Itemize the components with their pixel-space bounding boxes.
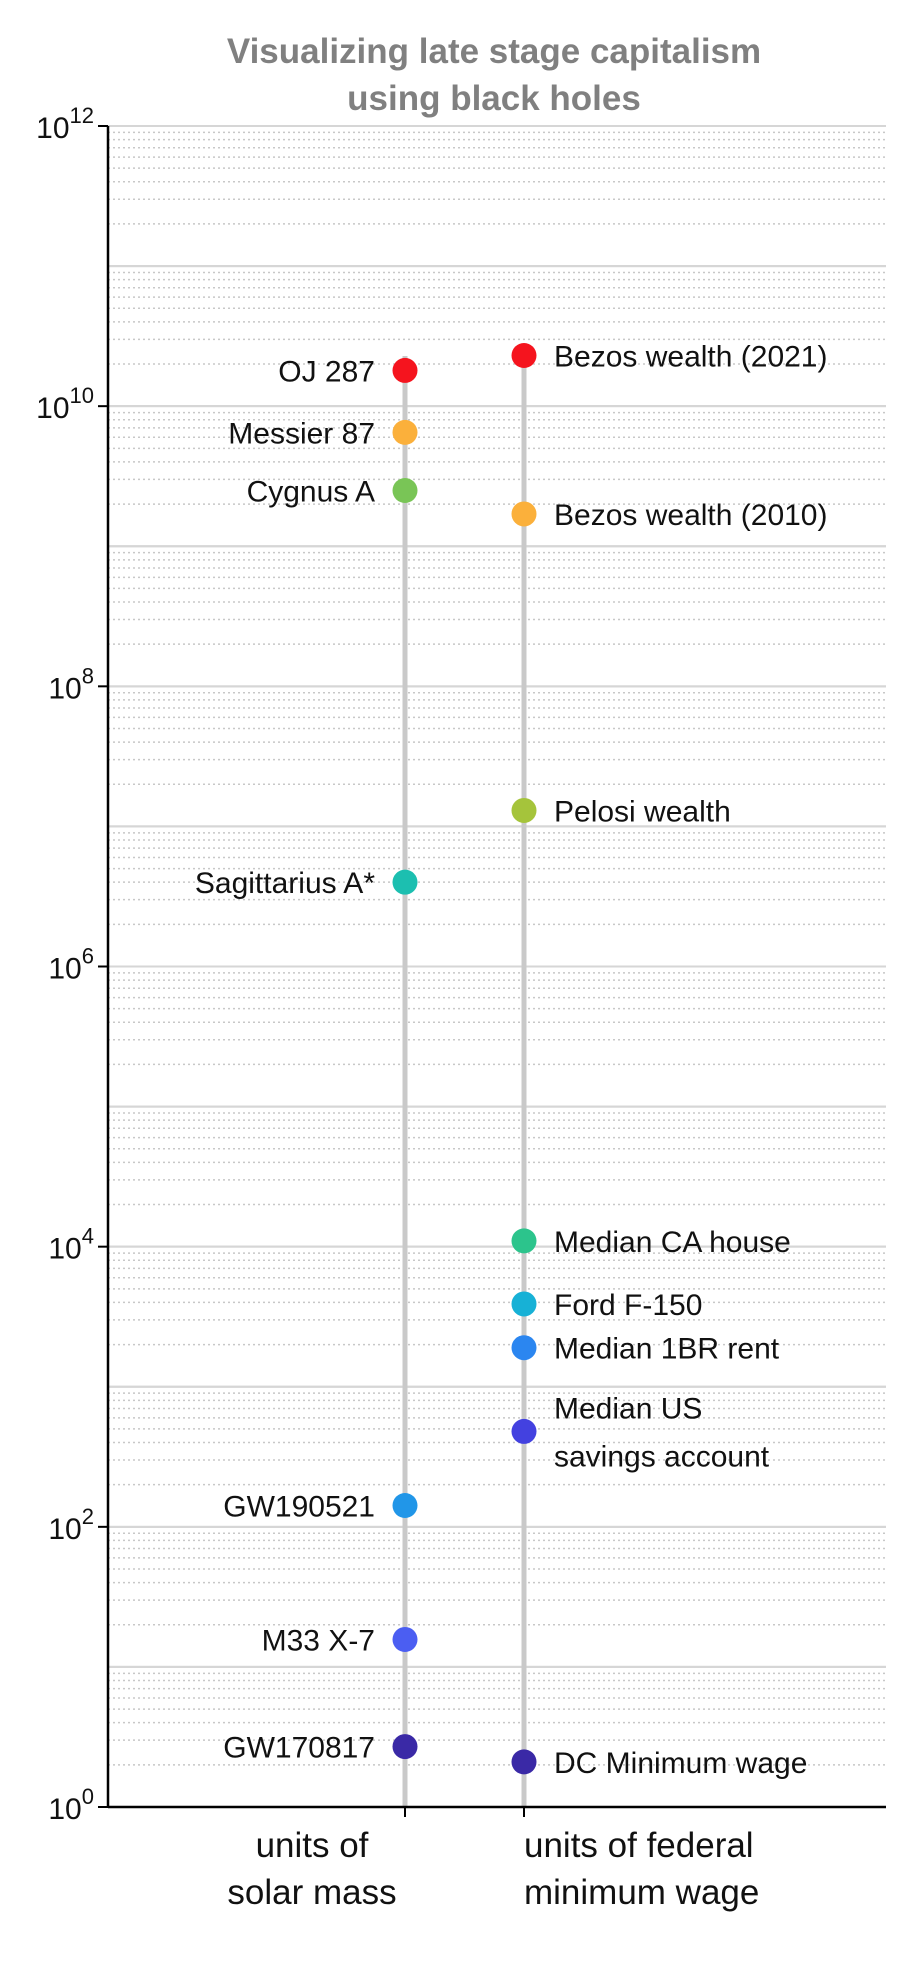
data-point (392, 1626, 418, 1652)
x-category-label: solar mass (227, 1873, 396, 1912)
y-tick-exponent: 4 (82, 1224, 94, 1249)
data-label: Bezos wealth (2021) (554, 340, 828, 373)
y-tick-label: 1012 (36, 103, 94, 145)
data-label: M33 X-7 (262, 1624, 375, 1657)
y-tick-exponent: 2 (82, 1504, 94, 1529)
data-label: Messier 87 (228, 417, 375, 450)
data-label: Sagittarius A* (195, 867, 375, 900)
data-point (511, 1335, 537, 1361)
y-tick-exponent: 8 (82, 663, 94, 688)
data-point (511, 1418, 537, 1444)
data-label: GW190521 (223, 1491, 375, 1524)
data-point (511, 797, 537, 823)
data-label: GW170817 (223, 1732, 375, 1765)
data-label: Pelosi wealth (554, 795, 731, 828)
y-tick-label: 102 (48, 1504, 94, 1546)
x-category-label: minimum wage (524, 1873, 759, 1912)
data-label: Median CA house (554, 1226, 791, 1259)
x-category-label: units of (256, 1826, 369, 1865)
y-tick-exponent: 10 (70, 383, 94, 408)
data-label: OJ 287 (278, 355, 375, 388)
data-label: DC Minimum wage (554, 1747, 807, 1780)
data-label: Median US (554, 1392, 702, 1425)
y-tick-base: 10 (48, 1513, 81, 1546)
data-point (511, 501, 537, 527)
y-tick-exponent: 12 (70, 103, 94, 128)
y-tick-base: 10 (36, 112, 69, 145)
data-label: Bezos wealth (2010) (554, 499, 828, 532)
data-label: Median 1BR rent (554, 1333, 780, 1366)
chart-title-line: using black holes (347, 79, 641, 118)
y-tick-label: 108 (48, 663, 94, 705)
data-label: Ford F-150 (554, 1289, 702, 1322)
y-tick-base: 10 (48, 1793, 81, 1826)
data-point (511, 342, 537, 368)
y-tick-label: 104 (48, 1224, 94, 1266)
data-point (392, 869, 418, 895)
data-label: savings account (554, 1440, 770, 1473)
y-tick-label: 106 (48, 944, 94, 986)
x-category-label: units of federal (524, 1826, 754, 1865)
chart-title-line: Visualizing late stage capitalism (227, 32, 761, 71)
data-point (392, 1734, 418, 1760)
data-point (511, 1749, 537, 1775)
data-label: Cygnus A (247, 476, 375, 509)
data-point (511, 1228, 537, 1254)
data-point (392, 478, 418, 504)
y-tick-base: 10 (48, 672, 81, 705)
y-tick-exponent: 0 (82, 1784, 94, 1809)
y-tick-exponent: 6 (82, 944, 94, 969)
y-tick-base: 10 (48, 953, 81, 986)
y-tick-base: 10 (36, 392, 69, 425)
data-point (392, 419, 418, 445)
y-tick-base: 10 (48, 1233, 81, 1266)
y-tick-label: 100 (48, 1784, 94, 1826)
y-tick-label: 1010 (36, 383, 94, 425)
data-point (392, 357, 418, 383)
data-point (511, 1291, 537, 1317)
data-point (392, 1493, 418, 1519)
